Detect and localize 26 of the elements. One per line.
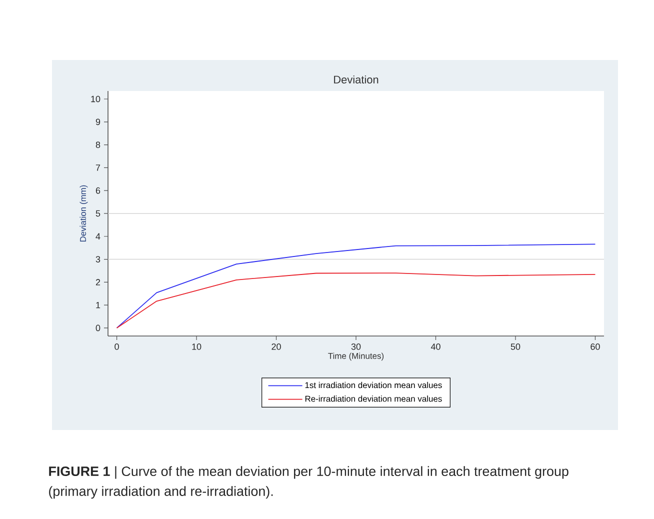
x-tick-label: 20 [272,344,281,350]
y-tick-label: 1 [96,302,100,308]
y-tick-label: 0 [96,324,100,332]
y-tick-label: 5 [96,210,100,217]
legend-label: 1st irradiation deviation mean values [305,382,442,388]
x-tick-label: 60 [590,344,600,350]
y-tick-label: 3 [96,256,100,262]
text: FIGURE 1 | Curve of the mean deviation per 10-minute interval in each treatment group (primary irradiation and re-irradiation). [49,466,568,499]
y-tick-label: 2 [96,279,100,286]
y-tick-label: 4 [96,233,100,240]
y-tick-label: 6 [96,187,100,194]
y-tick-label: 7 [96,164,100,171]
legend-label: Re-irradiation deviation mean values [305,396,442,402]
chart-title: Deviation [334,75,378,84]
line-series [116,272,596,328]
line-series [116,244,596,328]
x-tick-label: 50 [510,344,520,350]
y-tick-label: 9 [96,118,100,126]
x-tick-label: 0 [114,344,119,350]
x-tick-label: 10 [192,344,202,350]
x-tick-label: 30 [351,344,361,350]
y-tick-label: 8 [96,142,100,148]
y-axis-title: Deviation (mm) [80,185,88,242]
y-tick-label: 10 [91,96,100,102]
x-tick-label: 40 [430,344,440,350]
x-axis-title: Time (Minutes) [328,352,384,361]
